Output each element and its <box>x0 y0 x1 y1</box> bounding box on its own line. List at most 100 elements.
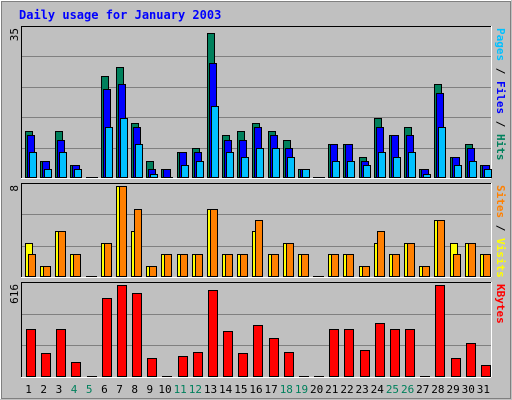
panel-kbytes-max-label: 616 <box>8 284 21 304</box>
pages-bar <box>211 106 219 178</box>
panel-usage-legend: Pages / Files / Hits <box>494 28 507 161</box>
sites-bar <box>362 266 370 277</box>
kbytes-bar <box>360 350 370 377</box>
kbytes-bar <box>451 358 461 377</box>
kbytes-bar <box>269 338 279 377</box>
x-tick-label: 17 <box>265 383 278 396</box>
x-tick-label: 23 <box>356 383 369 396</box>
panel-usage-legend-part: / <box>494 114 507 134</box>
sites-bar <box>392 254 400 277</box>
sites-bar <box>164 254 172 277</box>
panel-usage-legend-part: Pages <box>494 28 507 61</box>
kbytes-bar <box>420 376 430 377</box>
pages-bar <box>347 161 355 178</box>
pages-bar <box>241 157 249 178</box>
kbytes-bar <box>405 329 415 377</box>
pages-bar <box>317 177 325 178</box>
pages-bar <box>287 157 295 178</box>
sites-bar <box>89 276 97 277</box>
pages-bar <box>90 177 98 178</box>
kbytes-bar <box>26 329 36 377</box>
pages-bar <box>196 161 204 178</box>
x-tick-label: 11 <box>174 383 187 396</box>
x-tick-label: 2 <box>40 383 47 396</box>
x-tick-label: 16 <box>249 383 262 396</box>
panel-visits-max-label: 8 <box>8 185 21 192</box>
kbytes-bar <box>102 298 112 377</box>
pages-bar <box>29 152 37 178</box>
x-tick-label: 21 <box>325 383 338 396</box>
sites-bar <box>104 243 112 277</box>
x-tick-label: 28 <box>431 383 444 396</box>
pages-bar <box>135 144 143 178</box>
panel-visits-legend-part: Visits <box>494 238 507 278</box>
sites-bar <box>119 186 127 277</box>
pages-bar <box>423 174 431 178</box>
pages-bar <box>256 148 264 178</box>
kbytes-bar <box>147 358 157 377</box>
pages-bar <box>105 127 113 178</box>
pages-bar <box>181 165 189 178</box>
sites-bar <box>149 266 157 277</box>
kbytes-bar <box>41 353 51 377</box>
sites-bar <box>73 254 81 277</box>
sites-bar <box>240 254 248 277</box>
x-tick-label: 10 <box>158 383 171 396</box>
sites-bar <box>134 209 142 277</box>
x-tick-label: 12 <box>189 383 202 396</box>
kbytes-bar <box>208 290 218 377</box>
panel-usage-legend-part: Files <box>494 81 507 114</box>
pages-bar <box>226 152 234 178</box>
kbytes-bar <box>117 285 127 377</box>
sites-bar <box>43 266 51 277</box>
x-tick-label: 4 <box>71 383 78 396</box>
x-tick-label: 18 <box>280 383 293 396</box>
sites-bar <box>255 220 263 277</box>
chart-title: Daily usage for January 2003 <box>19 8 221 22</box>
x-tick-label: 27 <box>416 383 429 396</box>
x-tick-label: 30 <box>462 383 475 396</box>
sites-bar <box>210 209 218 277</box>
pages-bar <box>302 169 310 178</box>
sites-bar <box>483 254 491 277</box>
pages-bar <box>438 127 446 178</box>
sites-bar <box>28 254 36 277</box>
panel-kbytes-legend: KBytes <box>494 284 507 324</box>
sites-bar <box>286 243 294 277</box>
sites-bar <box>316 276 324 277</box>
sites-bar <box>180 254 188 277</box>
kbytes-bar <box>162 376 172 377</box>
x-tick-label: 1 <box>25 383 32 396</box>
x-tick-label: 9 <box>147 383 154 396</box>
kbytes-bar <box>223 331 233 377</box>
panel-usage-legend-part: / <box>494 61 507 81</box>
sites-bar <box>271 254 279 277</box>
pages-bar <box>150 174 158 178</box>
x-tick-label: 3 <box>56 383 63 396</box>
x-tick-label: 13 <box>204 383 217 396</box>
panel-usage-max-label: 35 <box>8 28 21 41</box>
pages-bar <box>469 161 477 178</box>
pages-bar <box>454 165 462 178</box>
sites-bar <box>453 254 461 277</box>
sites-bar <box>437 220 445 277</box>
x-tick-label: 31 <box>477 383 490 396</box>
kbytes-bar <box>132 293 142 377</box>
kbytes-bar <box>435 285 445 377</box>
x-tick-label: 15 <box>234 383 247 396</box>
panel-kbytes-legend-part: KBytes <box>494 284 507 324</box>
x-tick-label: 6 <box>101 383 108 396</box>
x-tick-label: 19 <box>295 383 308 396</box>
x-tick-label: 20 <box>310 383 323 396</box>
sites-bar <box>195 254 203 277</box>
sites-bar <box>468 243 476 277</box>
sites-bar <box>407 243 415 277</box>
sites-bar <box>301 254 309 277</box>
x-tick-label: 26 <box>401 383 414 396</box>
pages-bar <box>484 169 492 178</box>
panel-visits-legend-part: Sites <box>494 185 507 218</box>
pages-bar <box>393 157 401 178</box>
files-bar <box>163 169 171 178</box>
